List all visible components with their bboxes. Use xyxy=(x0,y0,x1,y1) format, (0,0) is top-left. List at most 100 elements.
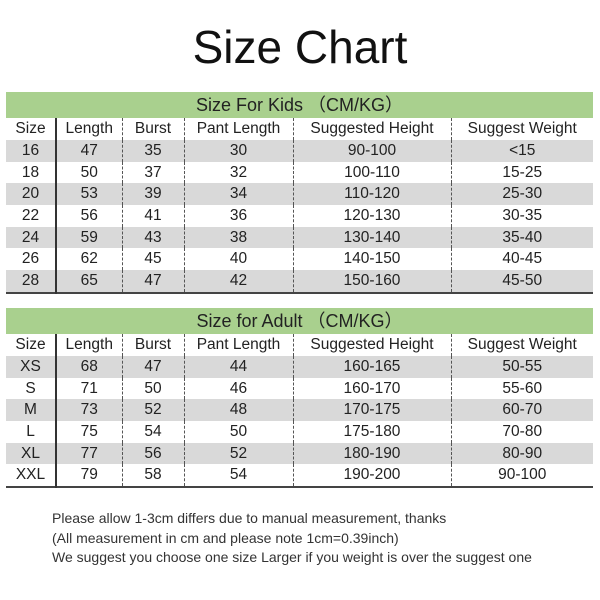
table-cell: 62 xyxy=(55,248,122,271)
page-title: Size Chart xyxy=(192,21,408,73)
table-cell: 50 xyxy=(55,161,122,184)
table-cell: <15 xyxy=(450,140,593,162)
column-header: Suggest Weight xyxy=(450,118,593,140)
table-cell: 70-80 xyxy=(450,421,593,443)
column-header: Length xyxy=(55,118,122,140)
table-cell: 52 xyxy=(183,442,293,465)
table-cell: 24 xyxy=(6,226,56,249)
table-cell: 37 xyxy=(121,161,184,184)
kids-rows: 16 47 35 30 90-100 <15 18 50 37 32 100-110 15-25 20 5… xyxy=(6,140,593,293)
table-cell: 180-190 xyxy=(292,442,451,465)
table-row: XL 77 56 52 180-190 80-90 xyxy=(6,442,593,465)
table-cell: 26 xyxy=(21,250,40,268)
table-cell: 59 xyxy=(55,226,122,249)
table-cell: 30 xyxy=(183,140,293,162)
table-cell: L xyxy=(26,422,35,440)
adult-table-heading: Size for Adult （CM/KG） xyxy=(6,308,593,334)
column-header: Size xyxy=(15,120,46,137)
table-cell: 39 xyxy=(121,183,184,206)
table-cell: 75 xyxy=(55,421,122,443)
table-row: 16 47 35 30 90-100 <15 xyxy=(6,140,593,162)
table-cell: 170-175 xyxy=(292,399,451,422)
table-cell: 80-90 xyxy=(450,442,593,465)
table-cell: 58 xyxy=(121,464,184,488)
column-header: Pant Length xyxy=(183,334,293,356)
table-cell: 46 xyxy=(183,377,293,400)
table-cell: 68 xyxy=(55,356,122,378)
table-cell: 15-25 xyxy=(450,161,593,184)
table-cell: 79 xyxy=(55,464,122,488)
table-cell: 48 xyxy=(183,399,293,422)
column-header: Suggested Height xyxy=(292,118,451,140)
column-header: Suggested Height xyxy=(292,334,451,356)
table-cell: 16 xyxy=(6,140,56,162)
table-cell: 20 xyxy=(6,183,56,206)
table-cell: 35-40 xyxy=(450,226,593,249)
note-line: Please allow 1-3cm differs due to manual… xyxy=(52,510,447,526)
table-row: XS 68 47 44 160-165 50-55 xyxy=(6,356,593,378)
table-cell: 40-45 xyxy=(450,248,593,271)
table-cell: 43 xyxy=(121,226,184,249)
header-row: Size Length Burst Pant Length Suggested Heig… xyxy=(6,118,593,140)
table-cell: XS xyxy=(6,356,56,378)
table-row: XXL 79 58 54 190-200 90-100 xyxy=(6,464,593,488)
table-cell: 22 xyxy=(21,206,40,224)
notes: Please allow 1-3cm differs due to manual… xyxy=(52,509,532,568)
table-cell: 71 xyxy=(55,377,122,400)
table-cell: 110-120 xyxy=(292,183,451,206)
table-cell: 55-60 xyxy=(450,377,593,400)
table-row: 18 50 37 32 100-110 15-25 xyxy=(6,161,593,184)
table-cell: 175-180 xyxy=(292,421,451,443)
table-cell: 190-200 xyxy=(292,464,451,488)
table-cell: 47 xyxy=(121,270,184,293)
table-cell: 45 xyxy=(121,248,184,271)
table-row: 20 53 39 34 110-120 25-30 xyxy=(6,183,593,206)
table-row: 22 56 41 36 120-130 30-35 xyxy=(6,205,593,227)
table-cell: 28 xyxy=(6,270,56,293)
table-cell: 25-30 xyxy=(450,183,593,206)
table-cell: 47 xyxy=(55,140,122,162)
table-cell: 54 xyxy=(121,421,184,443)
table-cell: 56 xyxy=(55,205,122,227)
table-cell: 150-160 xyxy=(292,270,451,293)
column-header: Size xyxy=(15,336,46,353)
note-line: We suggest you choose one size Larger if… xyxy=(52,549,532,565)
table-cell: 60-70 xyxy=(450,399,593,422)
column-header: Pant Length xyxy=(183,118,293,140)
table-cell: 56 xyxy=(121,442,184,465)
table-cell: 73 xyxy=(55,399,122,422)
table-row: S 71 50 46 160-170 55-60 xyxy=(6,377,593,400)
column-header: Burst xyxy=(121,118,184,140)
kids-table-heading: Size For Kids （CM/KG） xyxy=(6,92,593,118)
adult-size-table: Size for Adult （CM/KG） Size Length Burst Pa… xyxy=(6,308,593,489)
table-cell: 34 xyxy=(183,183,293,206)
table-cell: 50 xyxy=(183,421,293,443)
table-cell: 38 xyxy=(183,226,293,249)
table-cell: 36 xyxy=(183,205,293,227)
table-cell: 65 xyxy=(55,270,122,293)
table-cell: M xyxy=(6,399,56,422)
table-cell: 130-140 xyxy=(292,226,451,249)
table-cell: 52 xyxy=(121,399,184,422)
table-cell: 160-165 xyxy=(292,356,451,378)
table-cell: 47 xyxy=(121,356,184,378)
kids-size-table: Size For Kids （CM/KG） Size Length Burst Pan… xyxy=(6,92,593,294)
table-cell: 77 xyxy=(55,442,122,465)
table-cell: XXL xyxy=(15,466,46,484)
column-header: Length xyxy=(55,334,122,356)
table-cell: 44 xyxy=(183,356,293,378)
header-row: Size Length Burst Pant Length Suggested Heig… xyxy=(6,334,593,356)
table-row: L 75 54 50 175-180 70-80 xyxy=(6,421,593,443)
column-header: Burst xyxy=(121,334,184,356)
table-cell: 50-55 xyxy=(450,356,593,378)
table-cell: 160-170 xyxy=(292,377,451,400)
table-cell: 41 xyxy=(121,205,184,227)
table-cell: 18 xyxy=(21,163,40,181)
adult-rows: XS 68 47 44 160-165 50-55 S 71 50 46 160-170 55-60 M… xyxy=(6,356,593,488)
table-row: 28 65 47 42 150-160 45-50 xyxy=(6,270,593,293)
table-cell: S xyxy=(25,379,36,397)
table-cell: 53 xyxy=(55,183,122,206)
table-row: M 73 52 48 170-175 60-70 xyxy=(6,399,593,422)
table-cell: 30-35 xyxy=(450,205,593,227)
table-cell: 35 xyxy=(121,140,184,162)
